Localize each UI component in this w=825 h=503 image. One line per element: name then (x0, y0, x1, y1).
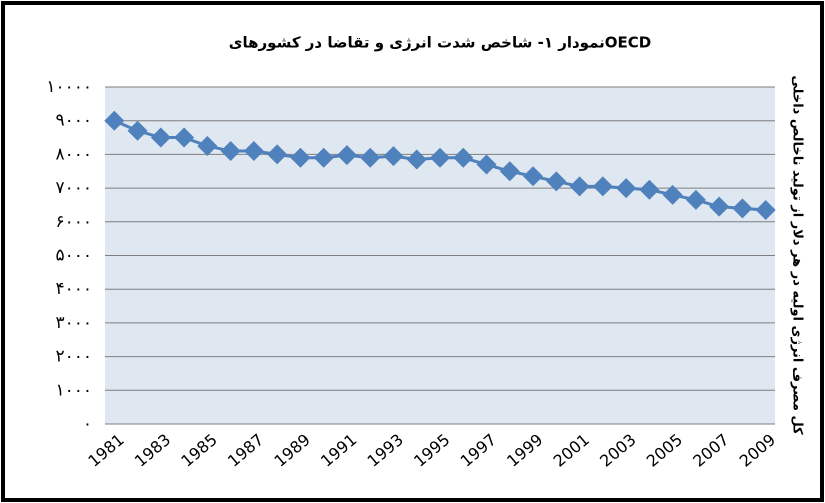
y-tick-label: ۰ (83, 414, 92, 434)
y-tick-label: ۱۰۰۰۰ (46, 77, 92, 97)
y-tick-label: ۷۰۰۰ (55, 178, 92, 198)
y-axis-label: کل مصرف انرژی اولیه در هر دلار از تولید … (790, 75, 805, 435)
y-tick-label: ۳۰۰۰ (55, 313, 92, 333)
y-tick-label: ۹۰۰۰ (55, 111, 92, 131)
y-tick-label: ۸۰۰۰ (55, 144, 92, 164)
y-tick-label: ۵۰۰۰ (55, 246, 92, 266)
y-tick-label: ۲۰۰۰ (55, 347, 92, 367)
chart: نمودار ۱- شاخص شدت انرژی و تقاضا در کشور… (0, 0, 825, 503)
y-tick-label: ۱۰۰۰ (55, 380, 92, 400)
chart-title: نمودار ۱- شاخص شدت انرژی و تقاضا در کشور… (229, 34, 652, 52)
y-tick-label: ۶۰۰۰ (55, 212, 92, 232)
y-tick-label: ۴۰۰۰ (55, 279, 92, 299)
